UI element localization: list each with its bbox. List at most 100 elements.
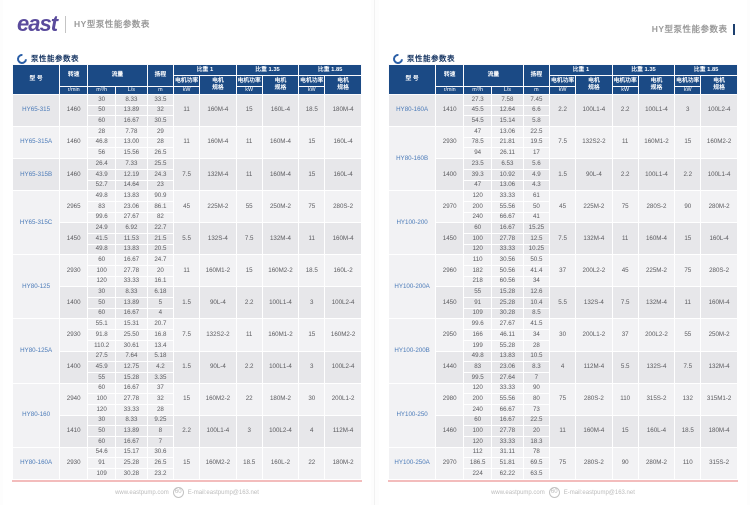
col-sg185: 比重 1.85 (674, 64, 738, 76)
table-row: HY100-200 2970 120 33.33 61 45 225M-2 75 280S-2 9… (387, 190, 738, 256)
head-cell: 20.5 (146, 243, 175, 256)
table-row: 47 13.06 4.3 (389, 179, 738, 192)
motor-spec-cell: 280M-2 (700, 190, 738, 224)
motor-spec-cell: 90L-4 (199, 350, 237, 384)
head-cell: 5.18 (146, 350, 175, 363)
col-motor-spec: 电机 规格 (700, 75, 738, 95)
motor-power-cell: 11 (173, 126, 201, 160)
motor-spec-cell: 160L-4 (261, 93, 300, 128)
col-sg135: 比重 1.35 (235, 64, 300, 76)
brand-separator (65, 15, 67, 33)
table-row: 50 13.89 5 (13, 297, 362, 309)
motor-power-cell: 3 (235, 414, 263, 448)
flow-m3h-cell: 39.3 (463, 168, 493, 181)
motor-spec-cell: 180M-4 (324, 93, 362, 128)
table-row: 83 23.06 86.1 (13, 200, 362, 213)
motor-power-cell: 18.5 (235, 446, 263, 480)
flow-ls-cell: 27.78 (491, 425, 524, 437)
table-row: 100 27.78 20 (13, 265, 362, 277)
table-row: 50 13.89 32 (13, 104, 362, 117)
motor-power-cell: 2.2 (235, 286, 263, 320)
motor-spec-cell: 200L1-2 (324, 382, 362, 416)
head-cell: 90.9 (146, 190, 175, 202)
head-cell: 80 (522, 393, 551, 405)
unit-speed: r/min (435, 86, 465, 95)
flow-ls-cell: 10.92 (491, 168, 524, 181)
motor-spec-cell: 160M-4 (199, 93, 237, 128)
motor-power-cell: 5.5 (611, 350, 639, 384)
model-cell: HY80-160B (387, 126, 437, 192)
flow-m3h-cell: 60 (87, 307, 117, 320)
col-motor-power: 电机功率 (611, 75, 639, 87)
flow-ls-cell: 31.11 (491, 446, 524, 459)
table-header: 型 号 转速 流量 扬程 比重 1 比重 1.35 比重 1.85 电机功率 电… (387, 64, 738, 95)
unit-power: kW (549, 86, 577, 95)
model-cell: HY80-160A (11, 446, 61, 480)
motor-power-cell: 11 (235, 158, 263, 192)
speed-cell: 2930 (59, 254, 89, 288)
head-cell: 37 (146, 382, 175, 395)
motor-power-cell: 55 (235, 190, 263, 224)
motor-power-cell: 7.5 (235, 222, 263, 256)
unit-flow-ls: L/s (115, 86, 148, 95)
motor-spec-cell: 160L-2 (261, 446, 300, 480)
head-cell: 20 (146, 265, 175, 277)
doc-title: HY型泵性能参数表 (74, 19, 150, 29)
head-cell: 90 (522, 382, 551, 395)
motor-spec-cell: 132S-4 (575, 286, 613, 320)
flow-m3h-cell: 100 (87, 265, 117, 277)
motor-spec-cell: 160M-4 (324, 222, 362, 256)
motor-power-cell: 22 (235, 382, 263, 416)
table-row: 120 33.33 18.3 (389, 436, 738, 448)
brand-header: east HY型泵性能参数表 (17, 13, 150, 35)
flow-m3h-cell: 109 (87, 468, 117, 480)
flow-ls-cell: 55.56 (491, 200, 524, 213)
motor-spec-cell: 160L-2 (324, 254, 362, 288)
motor-power-cell: 15 (235, 254, 263, 288)
motor-power-cell: 1.5 (173, 286, 201, 320)
flow-ls-cell: 8.33 (115, 94, 148, 106)
flow-m3h-cell: 26.4 (87, 158, 117, 170)
motor-power-cell: 15 (674, 126, 702, 160)
flow-m3h-cell: 110 (463, 254, 493, 266)
unit-flow-m3h: m³/h (463, 86, 493, 95)
unit-head: m (146, 86, 175, 95)
flow-ls-cell: 33.33 (115, 403, 148, 416)
table-row: 41.5 11.53 21.5 (13, 232, 362, 245)
table-row: 1450 60 16.67 15.25 7.5 132M-4 11 160M-4 15 160L-… (389, 222, 738, 256)
motor-power-cell: 75 (674, 254, 702, 288)
motor-power-cell: 15 (298, 126, 326, 160)
flow-m3h-cell: 49.8 (87, 243, 117, 256)
head-cell: 8.3 (522, 361, 551, 373)
flow-ls-cell: 27.67 (491, 318, 524, 331)
table-row: 1400 23.5 6.53 5.6 1.5 90L-4 2.2 100L1-4 2.2 100L… (389, 158, 738, 192)
table-row: HY100-200B 2950 99.6 27.67 41.5 30 200L1-2 37 20… (387, 318, 738, 384)
flow-m3h-cell: 60 (463, 414, 493, 427)
flow-m3h-cell: 91 (87, 457, 117, 470)
motor-spec-cell: 225M-2 (199, 190, 237, 224)
speed-cell: 1410 (59, 414, 89, 448)
table-row: HY65-315B 1460 26.4 7.33 25.5 7.5 132M-4 11 160M… (11, 158, 362, 192)
catalog-page-left: east HY型泵性能参数表 泵性能参数表 型 号 转速 流量 扬程 比重 1 … (3, 0, 371, 505)
col-motor-power: 电机功率 (549, 75, 577, 87)
head-cell: 28 (146, 403, 175, 416)
unit-power: kW (235, 86, 263, 95)
motor-spec-cell: 132S-4 (637, 350, 676, 384)
section-title: 泵性能参数表 (31, 54, 79, 63)
head-cell: 32 (146, 393, 175, 405)
motor-spec-cell: 132S-4 (199, 222, 237, 256)
motor-power-cell: 11 (235, 318, 263, 352)
flow-m3h-cell: 120 (463, 190, 493, 202)
flow-ls-cell: 7.58 (491, 94, 524, 106)
table-row: 109 30.28 8.5 (389, 307, 738, 320)
table-row: HY80-125A 2930 55.1 15.31 20.7 7.5 132S2-2 11 16… (11, 318, 362, 384)
col-sg1: 比重 1 (173, 64, 237, 76)
head-cell: 3.35 (146, 371, 175, 384)
head-cell: 86.1 (146, 200, 175, 213)
head-cell: 25.5 (146, 158, 175, 170)
motor-spec-cell: 225M-2 (575, 190, 613, 224)
flow-ls-cell: 11.53 (115, 232, 148, 245)
motor-spec-cell: 225M-2 (637, 254, 676, 288)
footer-website: www.eastpump.com (491, 489, 545, 496)
flow-ls-cell: 33.33 (491, 243, 524, 256)
